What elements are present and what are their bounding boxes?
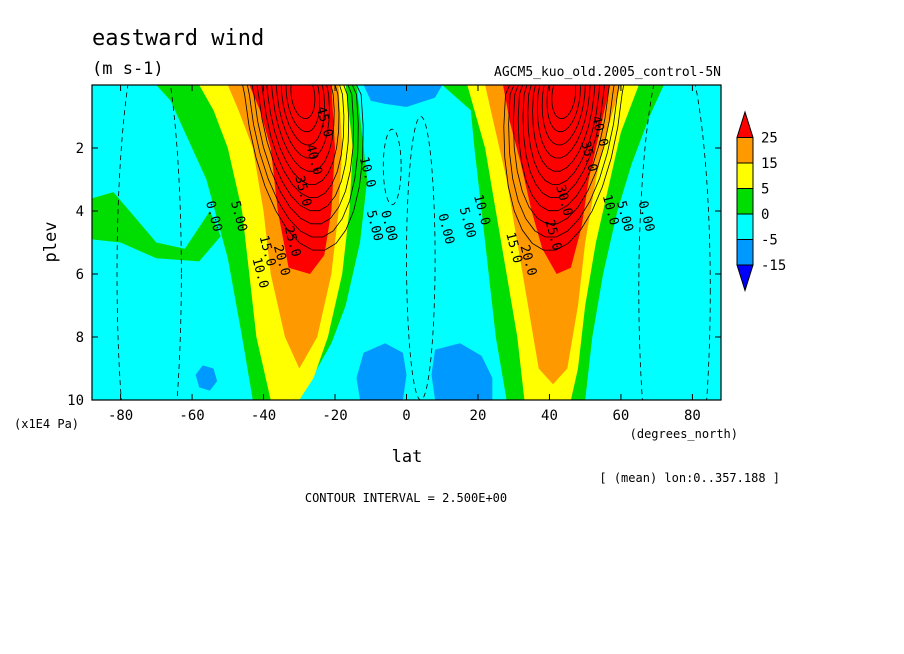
band-m15-m5-polar (195, 365, 218, 391)
filled-contour-bands (92, 85, 664, 400)
y-axis-units: (x1E4 Pa) (14, 417, 79, 431)
band-m15-m5-eq-low-right (431, 343, 493, 400)
x-axis-label: lat (392, 447, 423, 467)
x-tick-label: 60 (613, 408, 630, 424)
x-tick-label: 20 (470, 408, 487, 424)
northern-jet-contour-8 (517, 85, 610, 212)
colorbar-label: 15 (761, 156, 778, 172)
colorbar: 25 15 5 0 -5 -15 (736, 110, 786, 293)
y-tick-label: 2 (76, 141, 84, 157)
northern-jet-contour-9 (512, 85, 615, 225)
contour-lines (116, 85, 711, 400)
x-tick-label: -20 (322, 408, 347, 424)
colorbar-top-arrow (736, 110, 754, 138)
y-tick-label: 8 (76, 330, 84, 346)
northern-jet-contour-3 (541, 85, 586, 146)
southern-jet-contour-10 (246, 85, 359, 238)
units-label: (m s-1) (92, 59, 164, 79)
x-axis-units: (degrees_north) (630, 427, 738, 441)
southern-jet-contour-1 (290, 85, 316, 119)
colorbar-label: 25 (761, 131, 778, 147)
southern-jet-contour-11 (242, 85, 364, 251)
southern-jet-contour-5 (271, 85, 335, 172)
dash-polar-north-contour (638, 85, 711, 400)
band-m15-m5-top (363, 85, 443, 107)
southern-jet-contour-8 (256, 85, 350, 212)
contour-interval: CONTOUR INTERVAL = 2.500E+00 (305, 491, 507, 505)
dash-polar-south-contour (116, 85, 182, 400)
northern-jet-contour-2 (546, 85, 581, 133)
colorbar-swatch (736, 188, 754, 215)
northern-jet-contour-7 (522, 85, 605, 198)
x-axis: -80 -60 -40 -20 0 20 40 60 80 (108, 85, 701, 424)
y-axis-label: plev (41, 222, 61, 263)
mean-note: [ (mean) lon:0..357.188 ] (599, 471, 780, 485)
x-tick-label: -80 (108, 408, 133, 424)
x-tick-label: 0 (402, 408, 410, 424)
northern-jet-contour-6 (527, 85, 601, 185)
northern-jet-contour-5 (532, 85, 596, 172)
experiment-label: AGCM5_kuo_old.2005_control-5N (494, 65, 721, 80)
y-tick-label: 6 (76, 267, 84, 283)
southern-jet-contour-2 (285, 85, 321, 133)
plot-area: 0.00 5.0010.015.020.025.035.040.045.010.0… (92, 85, 721, 400)
southern-jet-contour-7 (261, 85, 345, 198)
y-tick-label: 10 (67, 393, 84, 409)
colorbar-swatch (736, 239, 754, 266)
band-m15-m5-eq-low-left (356, 343, 407, 400)
colorbar-label: 0 (761, 207, 769, 223)
southern-jet-contour-3 (280, 85, 326, 146)
dash-eq-upper-contour (382, 128, 402, 206)
y-tick-label: 4 (76, 204, 84, 220)
northern-jet-contour-1 (551, 85, 577, 119)
y-axis: 2 4 6 8 10 (67, 141, 721, 409)
colorbar-label: -5 (761, 233, 778, 249)
colorbar-swatch (736, 162, 754, 189)
x-tick-label: 40 (541, 408, 558, 424)
southern-jet-contour-9 (251, 85, 354, 225)
northern-jet-contour-4 (536, 85, 591, 159)
band-0-5-polar (92, 192, 221, 262)
northern-jet-contour-10 (508, 85, 620, 238)
x-tick-label: 80 (684, 408, 701, 424)
colorbar-swatch (736, 213, 754, 240)
x-tick-label: -60 (179, 408, 204, 424)
colorbar-swatch (736, 137, 754, 164)
colorbar-bottom-arrow (736, 264, 754, 293)
colorbar-label: 5 (761, 182, 769, 198)
chart-title: eastward wind (92, 26, 264, 51)
colorbar-label: -15 (761, 258, 786, 274)
band-gt25-south (249, 85, 335, 274)
northern-jet-contour-11 (503, 85, 625, 251)
southern-jet-contour-6 (266, 85, 340, 185)
band-gt25-north (503, 85, 611, 274)
x-tick-label: -40 (251, 408, 276, 424)
southern-jet-contour-4 (275, 85, 330, 159)
